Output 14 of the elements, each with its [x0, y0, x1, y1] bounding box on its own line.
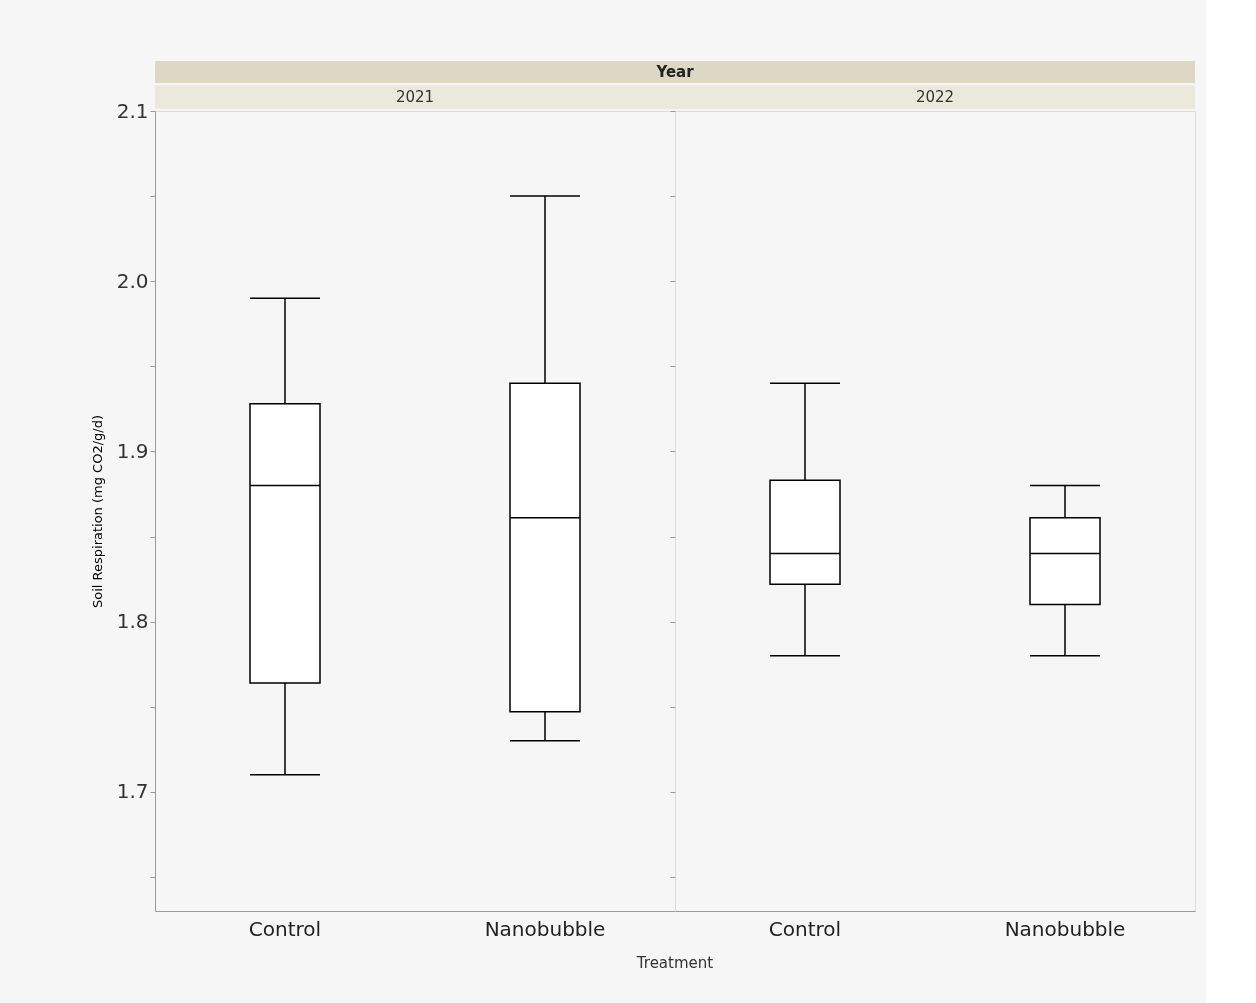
x-tick-label: Control: [768, 916, 842, 941]
chart-title: 2022: [915, 88, 955, 106]
x-tick-label: Nanobubble: [484, 916, 606, 941]
y-axis-title: Soil Respiration (mg CO2/g/d): [89, 414, 105, 609]
y-tick-label: 1.9: [116, 438, 149, 463]
y-tick-label: 1.8: [116, 609, 149, 634]
chart-title: 2021: [395, 88, 435, 106]
x-tick-label: Nanobubble: [1004, 916, 1126, 941]
y-tick-label: 1.7: [116, 779, 149, 804]
x-axis-title: Treatment: [635, 954, 714, 972]
text: Year: [655, 63, 695, 81]
y-tick-label: 2.1: [116, 98, 149, 123]
x-tick-label: Control: [248, 916, 322, 941]
y-tick-label: 2.0: [116, 268, 149, 293]
